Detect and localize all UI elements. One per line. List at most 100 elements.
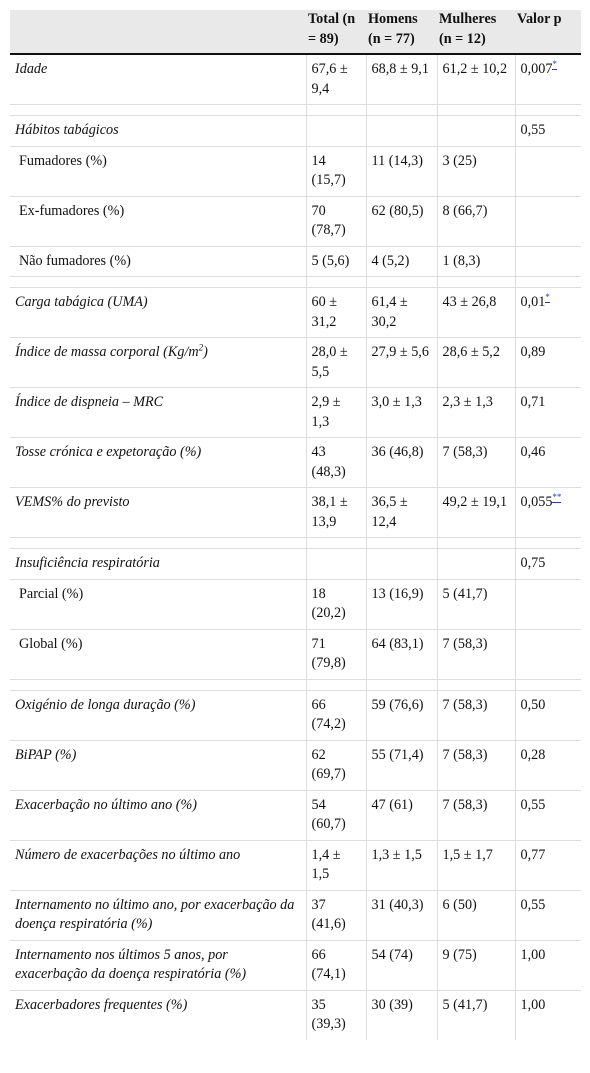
men-cell: 64 (83,1) — [365, 628, 437, 679]
women-cell-text: 7 (58,3) — [442, 696, 488, 713]
p-value-cell-text: 1,00 — [520, 996, 546, 1013]
women-cell: 28,6 ± 5,2 — [436, 337, 515, 388]
header-cell-total: Total (n = 89) — [306, 10, 366, 55]
women-cell: 5 (41,7) — [436, 578, 515, 629]
men-cell: 27,9 ± 5,6 — [365, 337, 437, 388]
table-row: Índice de massa corporal (Kg/m2) 28,0 ± 5… — [10, 337, 581, 388]
men-cell: 68,8 ± 9,1 — [365, 53, 437, 105]
table-row: Hábitos tabágicos 0,55 — [10, 115, 581, 146]
table-body: Idade 67,6 ± 9,4 68,8 ± 9,1 61,2 ± 10,2 0,00… — [10, 53, 581, 1040]
women-cell-text: 8 (66,7) — [442, 202, 488, 219]
row-label: Ex-fumadores (%) — [10, 195, 306, 246]
row-label-text: Fumadores (%) — [19, 152, 107, 169]
p-value-cell-text: 0,50 — [520, 696, 546, 713]
spacer-cell — [436, 104, 515, 116]
total-cell-text: 60 ± 31,2 — [311, 294, 338, 330]
row-label: Hábitos tabágicos — [10, 115, 306, 146]
p-value-cell-text: 1,00 — [520, 946, 546, 963]
women-cell-text: 49,2 ± 19,1 — [442, 494, 508, 510]
women-cell-text: 2,3 ± 1,3 — [442, 394, 493, 410]
table-row: Exacerbação no último ano (%) 54 (60,7) 47… — [10, 789, 581, 840]
footnote-link[interactable]: * — [552, 59, 557, 71]
women-cell-text: 6 (50) — [442, 896, 477, 913]
header-cell-men: Homens (n = 77) — [366, 10, 437, 55]
p-value-cell-text: 0,75 — [520, 555, 546, 571]
total-cell-text: 37 (41,6) — [311, 896, 346, 933]
table-row: BiPAP (%) 62 (69,7) 55 (71,4) 7 (58,3) 0,28 — [10, 739, 581, 790]
women-cell-text: 7 (58,3) — [442, 444, 488, 460]
women-cell-text: 3 (25) — [442, 152, 477, 169]
table-row: Global (%) 71 (79,8) 64 (83,1) 7 (58,3) — [10, 628, 581, 679]
total-cell-text: 62 (69,7) — [311, 746, 346, 783]
men-cell-text: 3,0 ± 1,3 — [371, 394, 422, 410]
men-cell — [365, 548, 437, 579]
p-value-cell — [514, 245, 581, 277]
total-cell-text: 70 (78,7) — [311, 202, 346, 239]
spacer-cell — [436, 537, 515, 549]
row-label: BiPAP (%) — [10, 739, 306, 790]
men-cell: 4 (5,2) — [365, 245, 437, 277]
women-cell-text: 61,2 ± 10,2 — [442, 61, 508, 77]
table-row: Carga tabágica (UMA) 60 ± 31,2 61,4 ± 30,2… — [10, 287, 581, 338]
row-label: Oxigénio de longa duração (%) — [10, 689, 306, 740]
women-cell: 7 (58,3) — [436, 739, 515, 790]
row-label: Idade — [10, 53, 306, 105]
women-cell-text: 5 (41,7) — [442, 996, 488, 1013]
row-label-text: Carga tabágica (UMA) — [15, 294, 148, 310]
total-cell-text: 66 (74,1) — [311, 946, 346, 983]
p-value-cell: 0,01* — [514, 287, 581, 338]
total-cell: 43 (48,3) — [305, 437, 366, 488]
table-row: Fumadores (%) 14 (15,7) 11 (14,3) 3 (25) — [10, 145, 581, 196]
superscript: 2 — [198, 342, 204, 353]
spacer-cell — [365, 104, 437, 116]
men-cell: 36 (46,8) — [365, 437, 437, 488]
row-label-text: Ex-fumadores (%) — [19, 202, 125, 219]
spacer-cell — [365, 678, 437, 690]
women-cell: 61,2 ± 10,2 — [436, 53, 515, 105]
table-header-row: Total (n = 89) Homens (n = 77) Mulheres … — [10, 10, 581, 55]
table-row: VEMS% do previsto 38,1 ± 13,9 36,5 ± 12,4 4… — [10, 487, 581, 538]
footnote-link[interactable]: ** — [552, 492, 562, 504]
table-row: Índice de dispneia – MRC 2,9 ± 1,3 3,0 ± 1… — [10, 387, 581, 438]
row-label: Internamento no último ano, por exacerba… — [10, 889, 306, 940]
p-value-cell: 0,55 — [514, 889, 581, 940]
p-value-cell-text: 0,28 — [520, 746, 546, 763]
women-cell-text: 7 (58,3) — [442, 796, 488, 813]
spacer-cell — [10, 678, 306, 690]
footnote-link[interactable]: * — [545, 292, 550, 304]
men-cell: 30 (39) — [365, 989, 437, 1040]
women-cell-text: 7 (58,3) — [442, 635, 488, 652]
row-label: Exacerbadores frequentes (%) — [10, 989, 306, 1040]
p-value-cell-text: 0,007 — [520, 61, 553, 77]
row-label-text: Não fumadores (%) — [19, 252, 131, 269]
table-row: Exacerbadores frequentes (%) 35 (39,3) 30 … — [10, 989, 581, 1040]
women-cell-text: 7 (58,3) — [442, 746, 488, 763]
men-cell: 1,3 ± 1,5 — [365, 839, 437, 890]
section-spacer-row — [10, 678, 581, 690]
men-cell: 3,0 ± 1,3 — [365, 387, 437, 438]
row-label-text: Exacerbação no último ano (%) — [15, 796, 198, 813]
row-label: Índice de massa corporal (Kg/m2) — [10, 337, 306, 388]
row-label-suffix: ) — [203, 344, 208, 360]
spacer-cell — [305, 678, 366, 690]
women-cell-text: 5 (41,7) — [442, 585, 488, 602]
p-value-cell-text: 0,55 — [520, 796, 546, 813]
p-value-cell-text: 0,055 — [520, 494, 553, 510]
row-label-text: BiPAP (%) — [15, 746, 77, 763]
men-cell: 59 (76,6) — [365, 689, 437, 740]
p-value-cell-text: 0,01 — [520, 294, 546, 310]
p-value-cell-text: 0,55 — [520, 122, 546, 138]
men-cell-text: 31 (40,3) — [371, 896, 424, 913]
row-label: Índice de dispneia – MRC — [10, 387, 306, 438]
spacer-cell — [365, 537, 437, 549]
women-cell: 7 (58,3) — [436, 437, 515, 488]
comparison-table: Total (n = 89) Homens (n = 77) Mulheres … — [10, 10, 581, 1040]
section-spacer-row — [10, 104, 581, 116]
men-cell: 36,5 ± 12,4 — [365, 487, 437, 538]
spacer-cell — [514, 678, 581, 690]
p-value-cell-text: 0,77 — [520, 846, 546, 863]
total-cell-text: 43 (48,3) — [311, 444, 346, 480]
men-cell-text: 13 (16,9) — [371, 585, 424, 602]
total-cell: 71 (79,8) — [305, 628, 366, 679]
men-cell-text: 4 (5,2) — [371, 252, 410, 269]
